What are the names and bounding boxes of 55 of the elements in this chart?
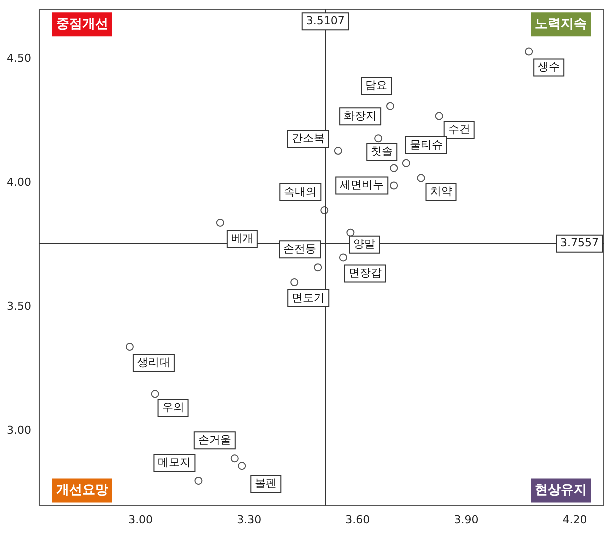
point xyxy=(374,134,383,143)
point xyxy=(151,390,160,398)
annotation: 생리대 xyxy=(137,356,170,369)
x-tick-label: 3.60 xyxy=(346,513,370,526)
x-tick-label: 3.00 xyxy=(128,513,154,526)
annotation: 세면비누 xyxy=(340,178,384,192)
annotation: 생수 xyxy=(538,60,560,74)
point xyxy=(334,147,342,156)
y-tick-label: 4.50 xyxy=(6,52,32,66)
annotation: 치약 xyxy=(430,185,452,198)
point xyxy=(435,112,444,120)
annotation: 화장지 xyxy=(344,109,378,122)
annotation: 개선요망 xyxy=(56,483,108,498)
annotation: 노력지속 xyxy=(535,16,587,32)
x-tick-label: 3.90 xyxy=(454,513,479,526)
annotation: 볼펜 xyxy=(255,476,278,490)
point xyxy=(290,278,299,287)
annotation: 중점개선 xyxy=(56,16,108,32)
point xyxy=(314,264,322,272)
point xyxy=(339,254,348,262)
annotation: 수건 xyxy=(448,123,470,136)
annotation: 칫솔 xyxy=(371,145,394,158)
point xyxy=(126,343,134,352)
y-tick-label: 3.00 xyxy=(6,424,32,438)
annotation: 손거울 xyxy=(198,434,232,447)
point xyxy=(216,218,224,227)
annotation: 물티슈 xyxy=(410,138,443,152)
annotation: 간소복 xyxy=(292,132,325,145)
ref-line-label: 3.5107 xyxy=(306,14,345,28)
annotation: 우의 xyxy=(162,401,184,414)
annotation: 메모지 xyxy=(158,456,192,469)
point xyxy=(390,182,398,190)
point xyxy=(194,476,203,485)
annotation: 양말 xyxy=(354,238,376,251)
point xyxy=(320,206,329,215)
x-tick-label: 3.30 xyxy=(237,513,262,526)
annotation: 면도기 xyxy=(292,291,326,304)
point xyxy=(346,228,355,237)
annotation: 면장갑 xyxy=(348,266,382,280)
y-tick-label: 3.50 xyxy=(6,300,32,314)
x-tick-label: 4.20 xyxy=(562,513,588,526)
annotation: 현상유지 xyxy=(535,483,587,498)
point xyxy=(230,454,239,463)
point xyxy=(386,102,394,110)
y-tick-label: 4.00 xyxy=(6,176,32,190)
point xyxy=(417,174,426,182)
point xyxy=(390,164,398,172)
annotation: 베개 xyxy=(231,232,254,245)
point xyxy=(238,462,246,470)
ref-line-label: 3.7557 xyxy=(560,236,600,250)
annotation: 속내의 xyxy=(284,185,318,198)
point xyxy=(402,159,410,168)
annotation: 담요 xyxy=(366,79,388,92)
point xyxy=(525,48,534,56)
annotation: 손전등 xyxy=(284,242,317,256)
